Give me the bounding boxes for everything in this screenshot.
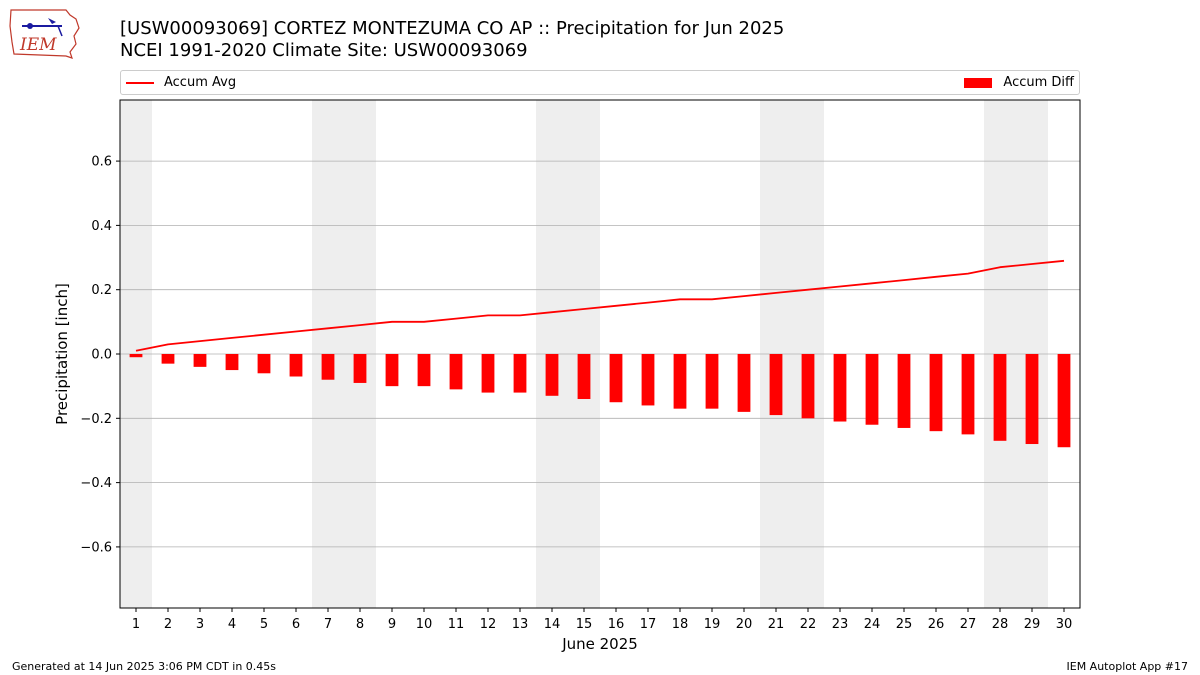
accum-diff-bar-day-13 — [513, 354, 527, 393]
x-tick-label: 2 — [164, 617, 172, 632]
accum-diff-bar-day-10 — [417, 354, 431, 387]
state-outline-icon — [9, 9, 80, 59]
accum-diff-bar-day-26 — [929, 354, 943, 432]
accum-diff-bars — [129, 354, 1071, 448]
accum-diff-bar-day-28 — [993, 354, 1007, 441]
x-tick-label: 8 — [356, 617, 364, 632]
accum-diff-bar-day-16 — [609, 354, 623, 403]
x-tick-label: 19 — [704, 617, 721, 632]
y-tick-label: 0.6 — [91, 155, 112, 170]
accum-diff-bar-day-11 — [449, 354, 463, 390]
x-tick-label: 6 — [292, 617, 300, 632]
chart-subtitle: NCEI 1991-2020 Climate Site: USW00093069 — [120, 40, 528, 61]
x-tick-label: 29 — [1024, 617, 1041, 632]
x-tick-label: 26 — [928, 617, 945, 632]
generated-timestamp: Generated at 14 Jun 2025 3:06 PM CDT in … — [12, 660, 277, 673]
legend-bar-swatch — [964, 77, 993, 88]
accum-diff-bar-day-17 — [641, 354, 655, 406]
legend: Accum Avg Accum Diff — [120, 70, 1080, 95]
legend-label-accum-avg: Accum Avg — [164, 75, 237, 90]
x-tick-label: 5 — [260, 617, 268, 632]
chart-title: [USW00093069] CORTEZ MONTEZUMA CO AP :: … — [120, 18, 785, 39]
x-tick-label: 17 — [640, 617, 657, 632]
legend-item-accum-avg: Accum Avg — [126, 71, 236, 94]
x-tick-label: 14 — [544, 617, 561, 632]
x-tick-label: 18 — [672, 617, 689, 632]
x-tick-label: 22 — [800, 617, 817, 632]
accum-diff-bar-day-25 — [897, 354, 911, 428]
grid-lines — [120, 160, 1080, 548]
x-tick-label: 28 — [992, 617, 1009, 632]
accum-diff-bar-day-2 — [161, 354, 175, 364]
x-tick-label: 9 — [388, 617, 396, 632]
accum-diff-bar-day-30 — [1057, 354, 1071, 448]
x-tick-label: 4 — [228, 617, 236, 632]
accum-diff-bar-day-21 — [769, 354, 783, 416]
accum-diff-bar-day-5 — [257, 354, 271, 374]
y-tick-label: −0.6 — [80, 540, 112, 555]
app-id: IEM Autoplot App #17 — [1066, 660, 1189, 673]
x-tick-label: 7 — [324, 617, 332, 632]
x-tick-label: 15 — [576, 617, 593, 632]
iem-logo: IEM — [9, 9, 80, 59]
accum-diff-bar-day-8 — [353, 354, 367, 383]
accum-diff-bar-day-12 — [481, 354, 495, 393]
accum-diff-bar-day-22 — [801, 354, 815, 419]
x-tick-label: 16 — [608, 617, 625, 632]
accum-avg-line-group — [135, 259, 1065, 352]
accum-diff-bar-day-24 — [865, 354, 879, 425]
y-tick-label: 0.2 — [91, 283, 112, 298]
x-tick-label: 10 — [416, 617, 433, 632]
accum-diff-bar-day-9 — [385, 354, 399, 387]
weekend-shading — [120, 100, 1048, 608]
accum-avg-line — [135, 259, 1065, 352]
accum-diff-bar-day-27 — [961, 354, 975, 435]
x-tick-label: 25 — [896, 617, 913, 632]
legend-line-swatch — [126, 81, 154, 84]
accum-diff-bar-day-19 — [705, 354, 719, 409]
accum-diff-bar-day-14 — [545, 354, 559, 396]
x-tick-label: 23 — [832, 617, 849, 632]
y-tick-label: 0.0 — [91, 348, 112, 363]
accum-diff-bar-day-1 — [129, 354, 143, 358]
x-tick-label: 11 — [448, 617, 465, 632]
x-tick-label: 27 — [960, 617, 977, 632]
y-axis-label: Precipitation [inch] — [53, 283, 71, 425]
x-tick-label: 12 — [480, 617, 497, 632]
x-tick-label: 20 — [736, 617, 753, 632]
x-tick-label: 24 — [864, 617, 881, 632]
accum-diff-bar-day-20 — [737, 354, 751, 412]
accum-diff-bar-day-18 — [673, 354, 687, 409]
accum-diff-bar-day-6 — [289, 354, 303, 377]
y-axis-ticks: −0.6 −0.4 −0.2 0.0 0.2 0.4 0.6 — [80, 155, 120, 555]
y-tick-label: −0.2 — [80, 412, 112, 427]
accum-diff-bar-day-29 — [1025, 354, 1039, 445]
x-tick-label: 13 — [512, 617, 529, 632]
x-tick-label: 21 — [768, 617, 785, 632]
y-tick-label: −0.4 — [80, 476, 112, 491]
logo-text: IEM — [19, 35, 57, 55]
accum-diff-bar-day-7 — [321, 354, 335, 380]
accum-diff-bar-day-23 — [833, 354, 847, 422]
legend-item-accum-diff: Accum Diff — [964, 71, 1074, 94]
accum-diff-bar-day-15 — [577, 354, 591, 400]
y-tick-label: 0.4 — [91, 219, 112, 234]
x-tick-label: 3 — [196, 617, 204, 632]
accum-diff-bar-day-3 — [193, 354, 207, 367]
x-tick-label: 1 — [132, 617, 140, 632]
legend-label-accum-diff: Accum Diff — [1003, 75, 1074, 90]
x-axis-ticks: 1 2 3 4 5 6 7 8 9 10 11 12 13 14 15 16 17 18 19 20 21 22 23 24 2… — [132, 608, 1072, 632]
x-axis-label: June 2025 — [561, 635, 638, 653]
x-tick-label: 30 — [1056, 617, 1073, 632]
accum-diff-bar-day-4 — [225, 354, 239, 371]
